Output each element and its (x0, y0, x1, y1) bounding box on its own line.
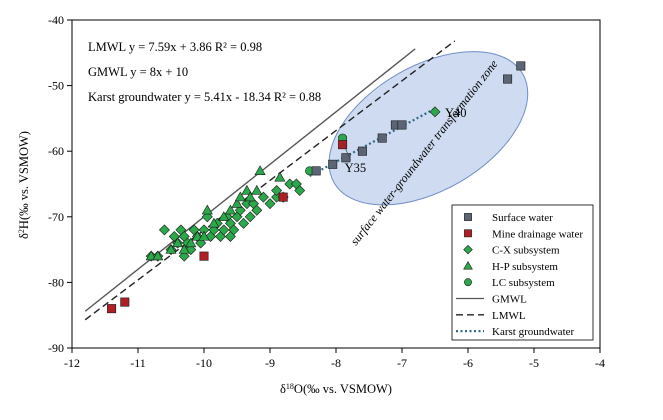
h-p-subsystem-point (224, 204, 236, 215)
c-x-subsystem-point (264, 198, 276, 210)
h-p-subsystem-point (218, 211, 230, 221)
x-tick-label: -11 (130, 356, 146, 370)
legend-label-karst-groundwater: Karst groundwater (492, 326, 575, 338)
legend-label-gmwl: GMWL (492, 294, 527, 306)
surface-water-point (516, 61, 526, 71)
surface-water-point (377, 133, 387, 143)
h-p-subsystem-point (201, 204, 213, 215)
y35-leader-line (342, 141, 351, 161)
x-tick-label: -9 (265, 356, 275, 370)
legend-marker-surface-water (464, 213, 472, 221)
h-p-subsystem-point (231, 198, 243, 208)
legend-marker-c-x-subsystem (463, 244, 473, 255)
x-axis-title: δ18O(‰ vs. VSMOW) (280, 382, 392, 397)
surface-water-point (341, 153, 351, 163)
c-x-subsystem-point (251, 204, 263, 216)
c-x-subsystem-point (218, 224, 230, 236)
surface-water-point (357, 146, 367, 156)
y-tick-label: -70 (48, 210, 64, 224)
surface-water-point (503, 74, 513, 84)
legend-marker-lc-subsystem (464, 278, 472, 287)
surface-water-point (397, 120, 407, 130)
transformation-zone-ellipse (328, 51, 529, 206)
legend-label-mine-drainage-water: Mine drainage water (492, 228, 583, 240)
legend-label-h-p-subsystem: H-P subsystem (492, 261, 558, 273)
equation-lmwl: LMWL y = 7.59x + 3.86 R² = 0.98 (88, 40, 262, 54)
legend-label-lmwl: LMWL (492, 310, 526, 322)
y-tick-label: -40 (48, 13, 64, 27)
h-p-subsystem-point (254, 165, 266, 175)
legend-marker-mine-drainage-water (464, 229, 472, 238)
mine-drainage-water-point (338, 140, 348, 150)
x-tick-label: -12 (64, 356, 80, 370)
c-x-subsystem-point (294, 185, 306, 197)
h-p-subsystem-point (198, 230, 210, 241)
h-p-subsystem-point (178, 243, 190, 254)
mine-drainage-water-point (107, 304, 117, 314)
x-tick-label: -7 (397, 356, 407, 370)
legend-label-lc-subsystem: LC subsystem (492, 277, 555, 289)
mine-drainage-water-point (120, 297, 130, 307)
c-x-subsystem-point (238, 217, 250, 229)
h-p-subsystem-point (244, 191, 256, 202)
equation-gmwl: GMWL y = 8x + 10 (88, 65, 188, 79)
x-tick-label: -6 (463, 356, 473, 370)
extra-point (429, 106, 441, 118)
mine-drainage-water-point (278, 192, 288, 202)
gmwl-line (84, 48, 416, 312)
legend-label-c-x-subsystem: C-X subsystem (492, 245, 560, 257)
c-x-subsystem-point (158, 224, 170, 236)
x-tick-label: -5 (529, 356, 539, 370)
y-tick-label: -60 (48, 144, 64, 158)
legend-box (451, 204, 594, 341)
y-tick-label: -50 (48, 79, 64, 93)
surface-water-point (311, 166, 321, 176)
h-p-subsystem-point (208, 217, 220, 228)
h-p-subsystem-point (185, 237, 197, 248)
h-p-subsystem-point (274, 171, 286, 182)
h-p-subsystem-point (234, 191, 246, 202)
surface-water-point (328, 159, 338, 169)
y-axis-title: δ2H(‰ vs. VSMOW) (17, 131, 32, 239)
mine-drainage-water-point (199, 251, 209, 261)
c-x-subsystem-point (224, 231, 236, 242)
c-x-subsystem-point (244, 211, 256, 223)
h-p-subsystem-point (172, 237, 184, 248)
point-label-y35: Y35 (345, 161, 367, 175)
h-p-subsystem-point (251, 184, 263, 195)
lmwl-line (84, 40, 456, 321)
equation-karst: Karst groundwater y = 5.41x - 18.34 R² =… (88, 90, 321, 104)
y-tick-label: -90 (48, 341, 64, 355)
legend-label-surface-water: Surface water (492, 212, 553, 224)
point-label-y40: Y40 (445, 106, 467, 120)
legend-marker-h-p-subsystem (463, 260, 473, 270)
x-tick-label: -10 (196, 356, 212, 370)
x-tick-label: -4 (595, 356, 605, 370)
h-p-subsystem-point (165, 243, 177, 254)
h-p-subsystem-point (152, 250, 164, 261)
y-tick-label: -80 (48, 275, 64, 289)
x-tick-label: -8 (331, 356, 341, 370)
h-p-subsystem-point (241, 184, 253, 195)
